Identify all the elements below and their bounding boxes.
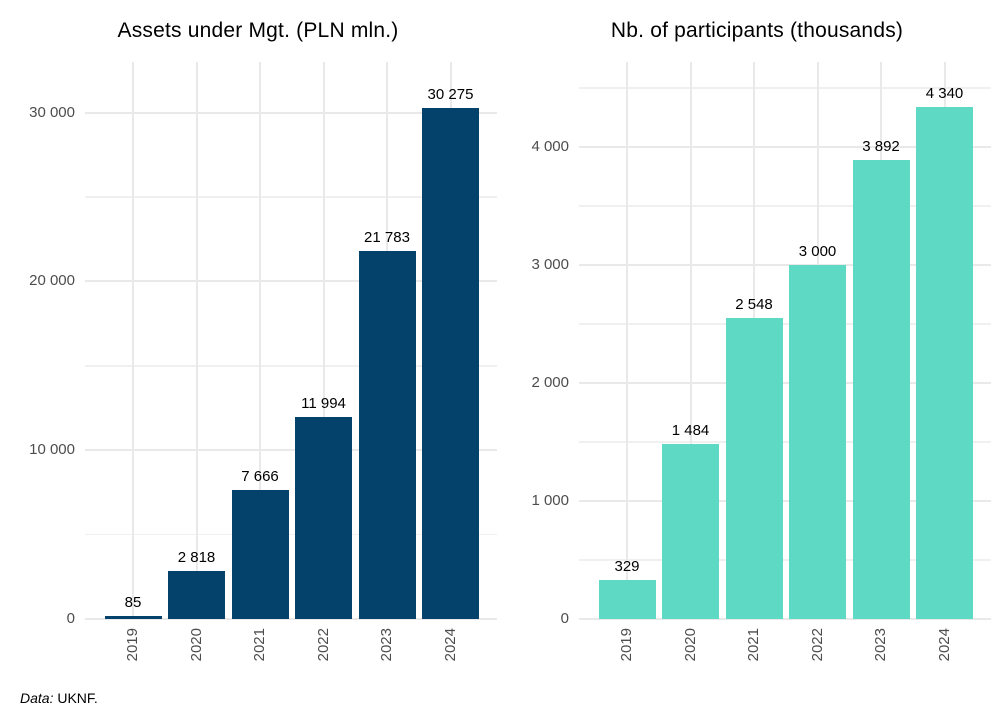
- bar-value-label: 2 548: [735, 296, 773, 314]
- y-axis-tick-label: 1 000: [531, 491, 569, 509]
- bar-2021: [231, 489, 289, 619]
- minor-gridline: [579, 441, 991, 443]
- bar-value-label: 85: [124, 594, 142, 611]
- x-axis-tick-label: 2023: [872, 628, 889, 662]
- participants-plot-area: 329 1 484 2 548 3 000 3 892 4 340: [579, 62, 991, 620]
- bar-2023: [852, 159, 910, 619]
- major-gridline: [579, 381, 991, 384]
- x-axis-tick-label: 2022: [314, 628, 332, 662]
- bar-value-label: 30 275: [427, 85, 474, 103]
- assets-chart-body: 0 10 000 20 000 30 000 85 2 818 7 666 11 994 21…: [19, 62, 497, 627]
- x-axis-tick-label: 2022: [808, 628, 826, 662]
- participants-chart-body: 0 1 000 2 000 3 000 4 000 329 1 484 2 548 3 000…: [523, 62, 991, 627]
- bar-value-label: 7 666: [241, 467, 279, 485]
- x-axis-tick-label: 2020: [187, 628, 205, 662]
- data-source-label: Data:: [20, 690, 54, 706]
- major-gridline: [579, 499, 991, 502]
- category-gridline: [259, 62, 261, 619]
- bar-value-label: 3 000: [798, 242, 837, 260]
- major-gridline: [579, 618, 991, 620]
- y-axis-tick-label: 10 000: [29, 441, 75, 459]
- y-axis-tick-label: 4 000: [531, 137, 569, 155]
- assets-plot-area: 85 2 818 7 666 11 994 21 783 30 275: [85, 62, 497, 620]
- data-source-value: UKNF.: [53, 690, 98, 706]
- minor-gridline: [85, 533, 497, 536]
- participants-x-axis: 2019 2020 2021 2022 2023 2024: [579, 619, 991, 677]
- y-axis-tick-label: 0: [560, 610, 569, 627]
- assets-chart-title: Assets under Mgt. (PLN mln.): [117, 19, 399, 42]
- participants-y-axis: 0 1 000 2 000 3 000 4 000: [523, 62, 579, 627]
- bar-value-label: 3 892: [862, 137, 900, 155]
- charts-row: Assets under Mgt. (PLN mln.) 0 10 000 20 0…: [19, 0, 991, 677]
- data-source-note: Data: UKNF.: [20, 690, 1008, 706]
- bar-2020: [662, 443, 719, 619]
- assets-y-axis: 0 10 000 20 000 30 000: [19, 62, 85, 627]
- bar-2019: [598, 580, 656, 619]
- minor-gridline: [579, 559, 991, 561]
- bar-2024: [422, 107, 479, 619]
- major-gridline: [85, 449, 497, 452]
- major-gridline: [85, 111, 497, 114]
- bar-2022: [295, 416, 352, 619]
- minor-gridline: [579, 205, 991, 207]
- category-gridline: [689, 62, 692, 619]
- category-gridline: [626, 62, 628, 619]
- major-gridline: [85, 280, 497, 283]
- x-axis-tick-label: 2024: [441, 628, 459, 662]
- y-axis-tick-label: 2 000: [531, 373, 569, 391]
- major-gridline: [579, 263, 991, 266]
- participants-chart-title: Nb. of participants (thousands): [610, 19, 904, 42]
- x-axis-tick-label: 2019: [618, 628, 635, 662]
- bar-value-label: 11 994: [301, 394, 346, 412]
- bar-2024: [916, 106, 973, 619]
- minor-gridline: [85, 365, 497, 367]
- bar-2019: [104, 616, 162, 619]
- bar-value-label: 21 783: [364, 229, 410, 247]
- x-axis-tick-label: 2021: [251, 628, 268, 662]
- y-axis-tick-label: 20 000: [29, 272, 75, 290]
- minor-gridline: [85, 196, 497, 198]
- bar-2021: [725, 318, 783, 619]
- major-gridline: [85, 618, 497, 620]
- y-axis-tick-label: 3 000: [531, 255, 569, 273]
- category-gridline: [132, 62, 134, 619]
- category-gridline: [322, 62, 325, 619]
- minor-gridline: [579, 87, 991, 89]
- category-gridline: [195, 62, 198, 619]
- bar-value-label: 329: [614, 558, 640, 576]
- x-axis-tick-label: 2021: [745, 628, 762, 662]
- bar-value-label: 1 484: [671, 421, 710, 439]
- x-axis-tick-label: 2023: [378, 628, 395, 662]
- x-axis-tick-label: 2019: [124, 628, 141, 662]
- assets-x-axis: 2019 2020 2021 2022 2023 2024: [85, 619, 497, 677]
- bar-value-label: 4 340: [925, 84, 964, 102]
- bar-2020: [168, 571, 225, 619]
- bar-2023: [358, 251, 416, 619]
- x-axis-tick-label: 2020: [681, 628, 699, 662]
- bar-2022: [789, 264, 846, 619]
- major-gridline: [579, 145, 991, 148]
- y-axis-tick-label: 0: [66, 610, 75, 627]
- bar-value-label: 2 818: [177, 549, 216, 567]
- participants-chart: Nb. of participants (thousands) 0 1 000 2 …: [523, 0, 991, 677]
- assets-chart: Assets under Mgt. (PLN mln.) 0 10 000 20 0…: [19, 0, 497, 677]
- x-axis-tick-label: 2024: [935, 628, 953, 662]
- minor-gridline: [579, 323, 991, 325]
- y-axis-tick-label: 30 000: [29, 103, 75, 121]
